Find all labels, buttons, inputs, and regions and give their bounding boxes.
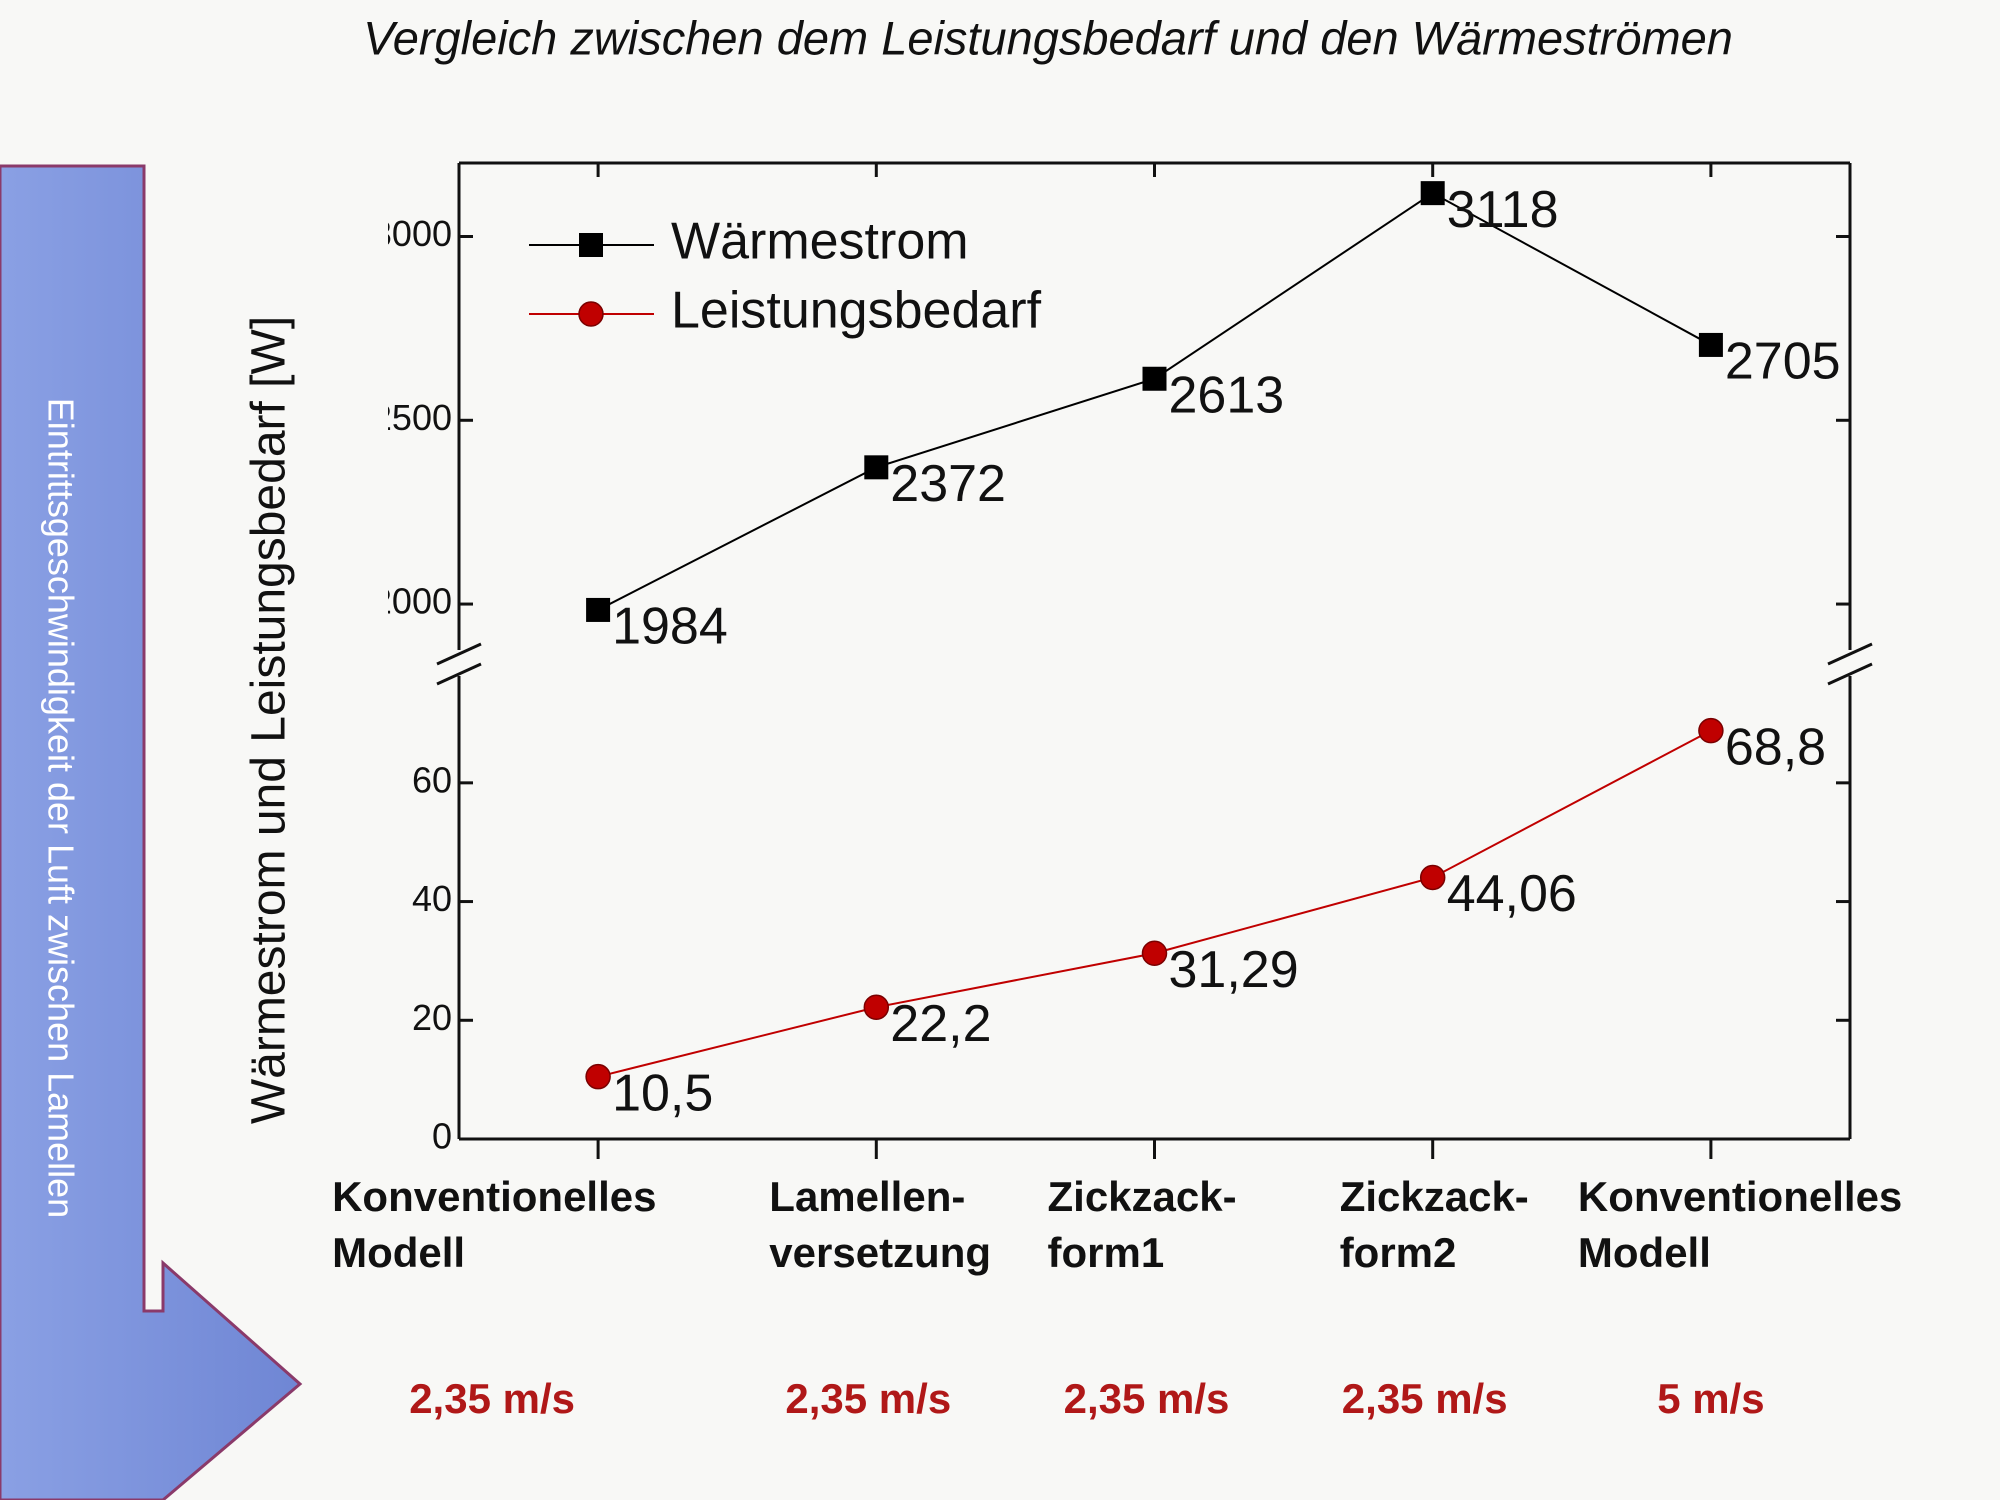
speed-label: 2,35 m/s (409, 1375, 575, 1422)
data-label: 2372 (890, 455, 1006, 513)
legend-label: Wärmestrom (671, 213, 969, 271)
chart-title: Vergleich zwischen dem Leistungsbedarf u… (363, 11, 1733, 64)
speed-label: 5 m/s (1657, 1375, 1764, 1422)
axis-break-mark (436, 642, 482, 666)
x-tick-label: Lamellen- (769, 1173, 965, 1220)
x-tick-label: Konventionelles (332, 1173, 656, 1220)
marker (863, 994, 890, 1020)
marker (1420, 181, 1445, 206)
y-tick-label: 0 (432, 1116, 452, 1157)
y-axis-label: Wärmestrom und Leistungsbedarf [W] (243, 316, 296, 1124)
y-tick-label: 20 (412, 997, 452, 1038)
axis-break-mark (436, 662, 482, 686)
y-tick-label: 60 (412, 759, 452, 800)
tick-labels: 0 20 40 60 2000 2500 3000 (372, 213, 452, 1157)
marker (1698, 332, 1723, 357)
x-tick-label: Konventionelles (1578, 1173, 1902, 1220)
y-tick-label: 2500 (372, 397, 452, 438)
y-tick-label: 2000 (372, 581, 452, 622)
x-tick-label: form2 (1340, 1229, 1457, 1276)
data-label: 1984 (612, 598, 728, 656)
marker (586, 597, 611, 622)
data-label: 68,8 (1725, 718, 1826, 776)
side-arrow (0, 164, 303, 1500)
data-label: 22,2 (890, 995, 991, 1053)
data-label: 3118 (1447, 181, 1559, 239)
speed-label: 2,35 m/s (1342, 1375, 1508, 1422)
data-label: 31,29 (1169, 941, 1299, 999)
marker (1419, 864, 1446, 891)
data-label: 2613 (1169, 366, 1285, 424)
axis-break-mark (1827, 642, 1873, 666)
marker (1141, 940, 1168, 967)
data-label: 2705 (1725, 333, 1841, 391)
legend-marker (578, 301, 604, 327)
x-tick-label: Zickzack- (1048, 1173, 1237, 1220)
axis-break-mark (1827, 662, 1873, 686)
speed-label: 2,35 m/s (785, 1375, 951, 1422)
marker (1142, 366, 1167, 391)
data-label: 10,5 (612, 1064, 713, 1122)
y-tick-label: 40 (412, 878, 452, 919)
x-tick-label: versetzung (769, 1229, 991, 1276)
data-label: 44,06 (1447, 865, 1577, 923)
side-label: Eintrittsgeschwindigkeit der Luft zwisch… (40, 398, 81, 1218)
x-tick-label: form1 (1048, 1229, 1165, 1276)
marker (864, 455, 889, 480)
y-tick-label: 3000 (372, 213, 452, 254)
marker (1698, 717, 1724, 744)
x-tick-label: Zickzack- (1340, 1173, 1529, 1220)
legend-marker (579, 233, 603, 257)
x-tick-label: Modell (1578, 1229, 1711, 1276)
speed-label: 2,35 m/s (1064, 1375, 1230, 1422)
legend-label: Leistungsbedarf (671, 282, 1042, 340)
marker (585, 1063, 611, 1090)
x-tick-label: Modell (332, 1229, 465, 1276)
